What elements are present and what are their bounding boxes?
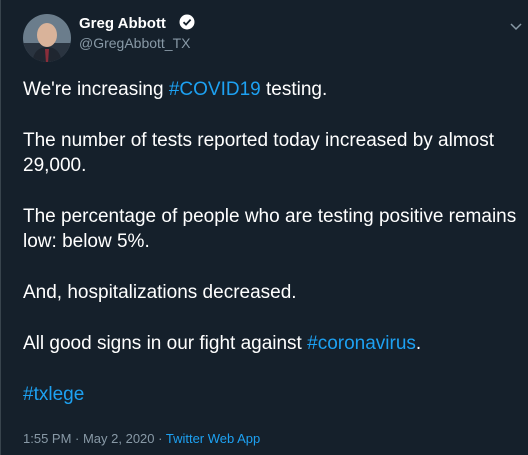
paragraph: All good signs in our fight against #cor… [23,331,523,356]
hashtag[interactable]: #coronavirus [307,333,416,354]
tweet-body: We're increasing #COVID19 testing. The nu… [23,77,523,433]
paragraph: The number of tests reported today incre… [23,128,523,178]
tweet-meta: 1:55 PM · May 2, 2020 · Twitter Web App [23,431,260,446]
verified-badge [179,14,195,30]
hashtag[interactable]: #COVID19 [169,79,261,100]
menu-chevron[interactable] [509,22,523,32]
paragraph: The percentage of people who are testing… [23,204,523,254]
source-link[interactable]: Twitter Web App [166,431,260,446]
tweet: Greg Abbott @GregAbbott_TX We're increas… [0,0,528,455]
text: testing. [261,79,328,100]
avatar[interactable] [22,13,72,63]
paragraph: #txlege [23,382,523,407]
author-handle[interactable]: @GregAbbott_TX [79,35,191,51]
text: The percentage of people who are testing… [23,206,516,252]
author-name[interactable]: Greg Abbott [79,15,166,32]
paragraph: We're increasing #COVID19 testing. [23,77,523,102]
text: . [416,333,421,354]
hashtag[interactable]: #txlege [23,384,84,405]
timestamp[interactable]: 1:55 PM · May 2, 2020 · [23,431,162,446]
text: And, hospitalizations decreased. [23,282,297,303]
text: The number of tests reported today incre… [23,130,494,176]
paragraph: And, hospitalizations decreased. [23,280,523,305]
text: All good signs in our fight against [23,333,307,354]
text: We're increasing [23,79,169,100]
